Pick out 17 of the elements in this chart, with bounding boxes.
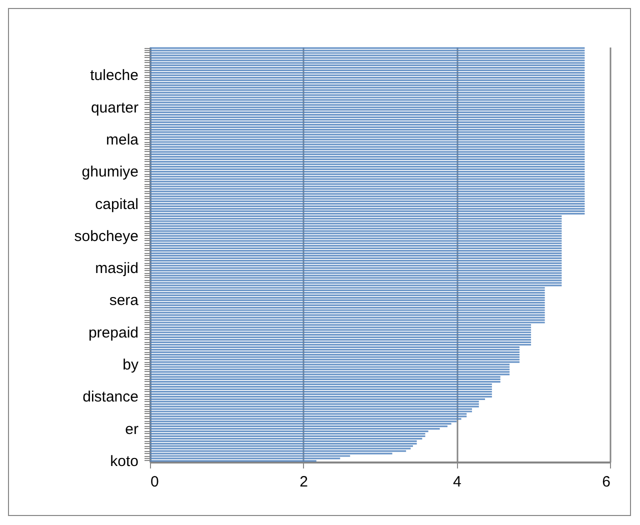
x-tick-label: 0 <box>150 474 159 490</box>
x-tick-label: 2 <box>300 474 308 490</box>
y-tick-label: ghumiye <box>82 164 138 181</box>
y-tick-label: sobcheye <box>74 228 138 245</box>
x-tick-label: 4 <box>452 474 462 490</box>
y-tick-label: er <box>125 420 138 438</box>
y-tick-label: distance <box>82 388 138 406</box>
x-tick-label: 6 <box>602 474 610 490</box>
y-tick-label: koto <box>110 452 138 470</box>
y-tick-label: capital <box>95 196 138 213</box>
y-tick-label: tuleche <box>90 67 138 84</box>
y-tick-label: quarter <box>90 99 138 116</box>
y-tick-label: mela <box>106 132 140 149</box>
y-tick-label: masjid <box>95 260 138 278</box>
y-tick-label: by <box>122 356 139 374</box>
y-tick-label: sera <box>109 292 140 310</box>
y-tick-label: prepaid <box>88 324 138 342</box>
